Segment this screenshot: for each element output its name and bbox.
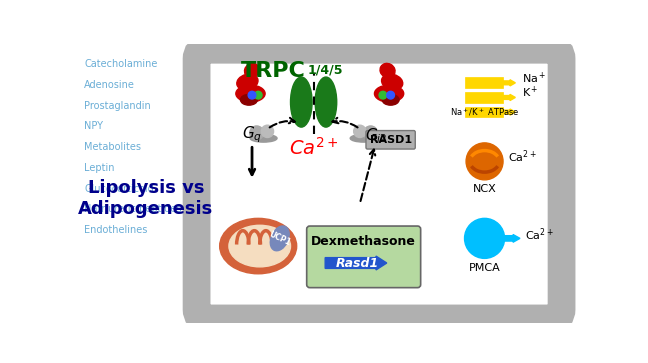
- Ellipse shape: [380, 64, 395, 78]
- Text: NPY: NPY: [84, 121, 103, 131]
- FancyArrow shape: [325, 256, 387, 270]
- Bar: [465, 107, 503, 118]
- Text: Ca$^{2+}$: Ca$^{2+}$: [507, 148, 537, 165]
- Ellipse shape: [250, 134, 277, 142]
- Text: Natriuretic peptides: Natriuretic peptides: [84, 204, 181, 215]
- Text: Na$^+$: Na$^+$: [522, 70, 546, 86]
- Ellipse shape: [240, 94, 257, 105]
- Circle shape: [249, 126, 264, 140]
- Text: PMCA: PMCA: [469, 263, 500, 273]
- Circle shape: [254, 91, 262, 99]
- Circle shape: [465, 219, 505, 258]
- Ellipse shape: [237, 74, 258, 90]
- Text: Leptin: Leptin: [84, 163, 115, 173]
- Text: Prostaglandin: Prostaglandin: [84, 101, 151, 111]
- FancyBboxPatch shape: [205, 58, 553, 310]
- Text: Endothelines: Endothelines: [84, 225, 148, 235]
- Bar: [465, 92, 503, 103]
- FancyArrow shape: [503, 109, 515, 115]
- Ellipse shape: [244, 64, 260, 78]
- Text: 1/4/5: 1/4/5: [307, 64, 343, 77]
- Ellipse shape: [220, 219, 297, 274]
- Text: Lipolysis vs: Lipolysis vs: [87, 179, 204, 197]
- Text: Ca$^{2+}$: Ca$^{2+}$: [525, 226, 553, 243]
- Text: UCP1: UCP1: [268, 229, 292, 247]
- Circle shape: [364, 126, 378, 140]
- Circle shape: [261, 125, 273, 138]
- Ellipse shape: [375, 85, 404, 102]
- Ellipse shape: [382, 94, 399, 105]
- FancyArrow shape: [503, 94, 515, 101]
- Circle shape: [379, 91, 387, 99]
- Text: Rasd1: Rasd1: [336, 257, 379, 269]
- Circle shape: [387, 91, 395, 99]
- Circle shape: [354, 125, 366, 138]
- Text: Dexmethasone: Dexmethasone: [311, 235, 416, 248]
- Text: TRPC: TRPC: [241, 61, 306, 81]
- Circle shape: [248, 91, 256, 99]
- Text: K$^+$: K$^+$: [522, 85, 538, 101]
- FancyArrow shape: [505, 234, 520, 242]
- Text: Adenosine: Adenosine: [84, 80, 135, 90]
- FancyArrow shape: [503, 80, 515, 86]
- Ellipse shape: [350, 134, 377, 142]
- Text: Metabolites: Metabolites: [84, 142, 141, 152]
- FancyBboxPatch shape: [307, 226, 421, 287]
- FancyBboxPatch shape: [366, 131, 415, 149]
- Ellipse shape: [229, 225, 290, 267]
- Text: Adipogenesis: Adipogenesis: [78, 200, 213, 218]
- Ellipse shape: [290, 77, 312, 127]
- Text: $\mathit{G}_q$: $\mathit{G}_q$: [242, 125, 262, 146]
- Text: Glucocorticoid: Glucocorticoid: [84, 184, 154, 194]
- Circle shape: [466, 143, 503, 180]
- Text: Catecholamine: Catecholamine: [84, 59, 157, 69]
- Text: $\mathit{G}_{i2}$: $\mathit{G}_{i2}$: [365, 126, 388, 144]
- Text: NCX: NCX: [472, 184, 496, 195]
- Ellipse shape: [270, 226, 289, 251]
- Bar: [465, 77, 503, 88]
- Text: RASD1: RASD1: [369, 135, 411, 145]
- Ellipse shape: [236, 85, 265, 102]
- Ellipse shape: [315, 77, 337, 127]
- Ellipse shape: [382, 74, 403, 90]
- Text: Na$^+$/K$^+$ ATPase: Na$^+$/K$^+$ ATPase: [450, 106, 519, 118]
- Text: $Ca^{2+}$: $Ca^{2+}$: [289, 136, 338, 159]
